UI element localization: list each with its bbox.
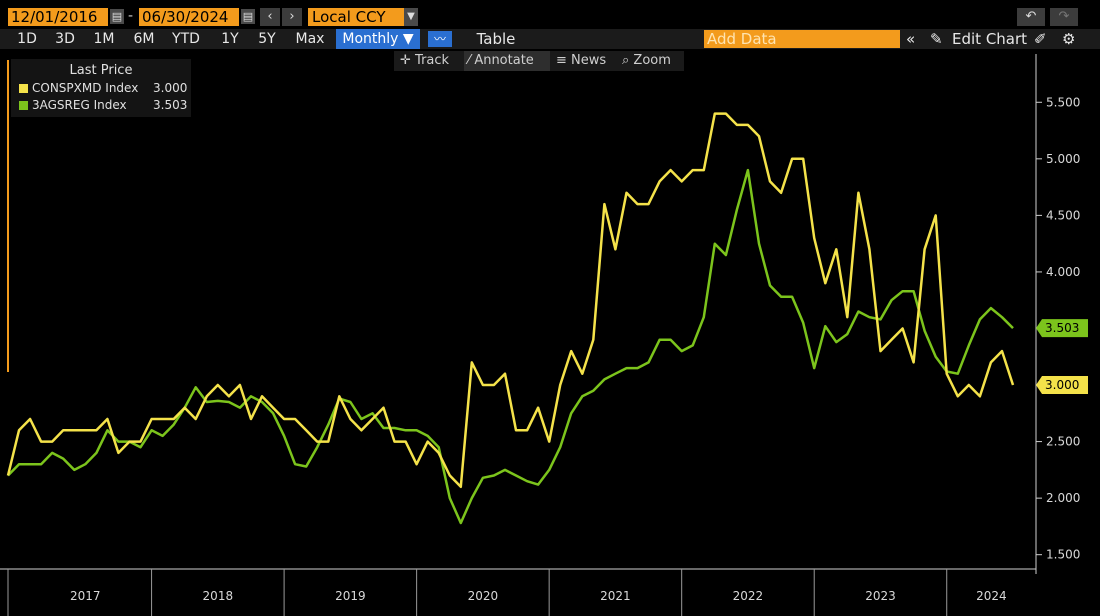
x-tick-label: 2020 (468, 589, 499, 603)
period-3d-button[interactable]: 3D (55, 31, 75, 47)
date-separator: - (128, 8, 134, 24)
redo-icon[interactable]: ↷ (1050, 8, 1078, 26)
zoom-label: Zoom (633, 53, 671, 68)
y-tick-label: 5.500 (1046, 95, 1080, 109)
zoom-tool[interactable]: ⌕ Zoom (622, 51, 682, 71)
plot-area (6, 112, 1015, 525)
legend-entry[interactable]: 3AGSREG Index (19, 98, 127, 112)
currency-label: Local CCY (312, 8, 386, 26)
news-icon: ≡ (556, 53, 567, 68)
period-1d-button[interactable]: 1D (17, 31, 37, 47)
edit-chart-button[interactable]: Edit Chart (952, 30, 1028, 48)
gear-icon[interactable]: ⚙ (1062, 30, 1076, 48)
calendar-icon[interactable]: ▤ (241, 9, 255, 24)
last-value-tag (1036, 376, 1088, 395)
legend-swatch (19, 84, 28, 93)
frequency-select[interactable]: Monthly ▼ (336, 29, 420, 49)
y-tick-label: 4.000 (1046, 265, 1080, 279)
y-axis: 1.5002.0002.5003.0003.5004.0004.5005.000… (1035, 54, 1080, 574)
y-tick-label: 4.500 (1046, 208, 1080, 222)
x-tick-label: 2018 (203, 589, 234, 603)
y-tick-label: 5.000 (1046, 152, 1080, 166)
x-tick-label: 2024 (976, 589, 1007, 603)
top-toolbar: 12/01/2016 ▤ - 06/30/2024 ▤ ‹ › Local CC… (0, 0, 1100, 28)
annotation-toolbar: ✛ Track ⁄ Annotate ≡ News ⌕ Zoom (394, 51, 684, 71)
x-tick-label: 2017 (70, 589, 101, 603)
x-axis: 2017 2018 2019 2020 2021 2022 2023 2024 (0, 568, 1036, 616)
last-value-tags: 3.503 3.000 (1036, 319, 1088, 395)
pen-icon: ⁄ (468, 53, 471, 68)
chart-legend: Last Price CONSPXMD Index 3.000 3AGSREG … (11, 59, 191, 117)
add-data-input[interactable]: Add Data (704, 30, 900, 48)
last-value-tag-label: 3.503 (1045, 321, 1079, 335)
news-tool[interactable]: ≡ News (556, 51, 616, 71)
line-chart-icon[interactable]: 〰 (428, 31, 452, 47)
y-tick-label: 2.000 (1046, 491, 1080, 505)
period-ytd-button[interactable]: YTD (172, 31, 200, 47)
annotate-label: Annotate (474, 53, 534, 68)
search-icon: ⌕ (622, 53, 630, 68)
calendar-icon[interactable]: ▤ (110, 9, 124, 24)
annotate-tool[interactable]: ⁄ Annotate (464, 51, 550, 71)
y-tick-label: 1.500 (1046, 548, 1080, 562)
table-button[interactable]: Table (476, 30, 516, 48)
x-tick-label: 2021 (600, 589, 631, 603)
legend-header: Last Price (69, 63, 133, 78)
x-tick-label: 2022 (733, 589, 764, 603)
last-value-tag (1036, 319, 1088, 338)
pencil-icon[interactable]: ✎ (930, 30, 943, 48)
news-label: News (571, 53, 607, 68)
series-line-conspxmd (6, 112, 1015, 489)
x-tick-label: 2023 (865, 589, 896, 603)
legend-name: 3AGSREG Index (32, 98, 127, 112)
dropdown-arrow-icon[interactable]: ▼ (404, 8, 418, 26)
y-tick-label: 2.500 (1046, 435, 1080, 449)
track-label: Track (415, 53, 450, 68)
period-1y-button[interactable]: 1Y (221, 31, 239, 47)
collapse-icon[interactable]: « (906, 30, 916, 48)
track-tool[interactable]: ✛ Track (400, 51, 462, 71)
edit-icon[interactable]: ✐ (1034, 30, 1047, 48)
series-line-3agsreg (7, 168, 1014, 525)
undo-icon[interactable]: ↶ (1017, 8, 1045, 26)
period-6m-button[interactable]: 6M (133, 31, 155, 47)
period-5y-button[interactable]: 5Y (258, 31, 276, 47)
legend-value: 3.503 (153, 98, 188, 112)
last-value-tag-label: 3.000 (1045, 378, 1079, 392)
end-date-field[interactable]: 06/30/2024 (139, 8, 239, 26)
legend-swatch (19, 101, 28, 110)
legend-entry[interactable]: CONSPXMD Index (19, 81, 138, 95)
x-tick-label: 2019 (335, 589, 366, 603)
legend-name: CONSPXMD Index (32, 81, 139, 95)
crosshair-icon: ✛ (400, 53, 411, 68)
chevron-left-icon[interactable]: ‹ (260, 8, 280, 26)
chevron-right-icon[interactable]: › (282, 8, 302, 26)
start-date-field[interactable]: 12/01/2016 (8, 8, 108, 26)
period-max-button[interactable]: Max (295, 31, 325, 47)
legend-value: 3.000 (153, 81, 188, 95)
currency-select[interactable]: Local CCY ▼ (308, 8, 418, 26)
period-1m-button[interactable]: 1M (93, 31, 115, 47)
